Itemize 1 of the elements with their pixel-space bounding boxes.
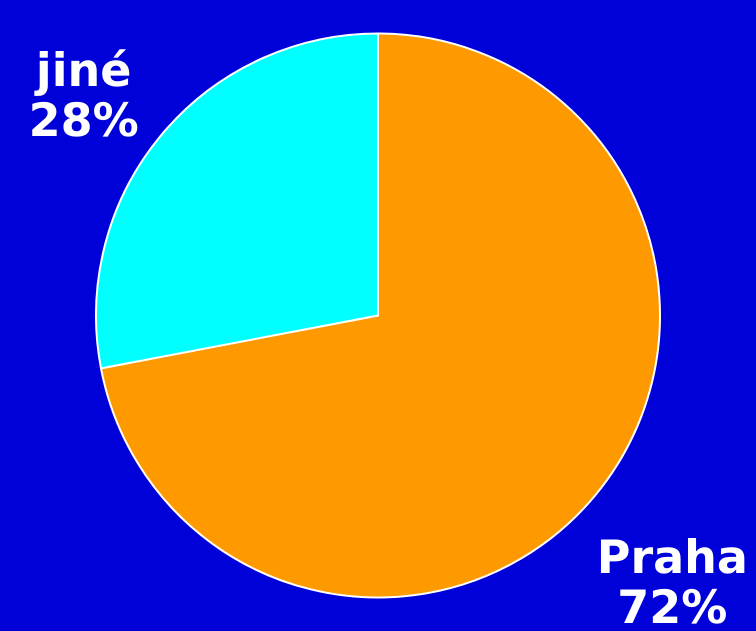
- slice-label: jiné: [34, 43, 132, 98]
